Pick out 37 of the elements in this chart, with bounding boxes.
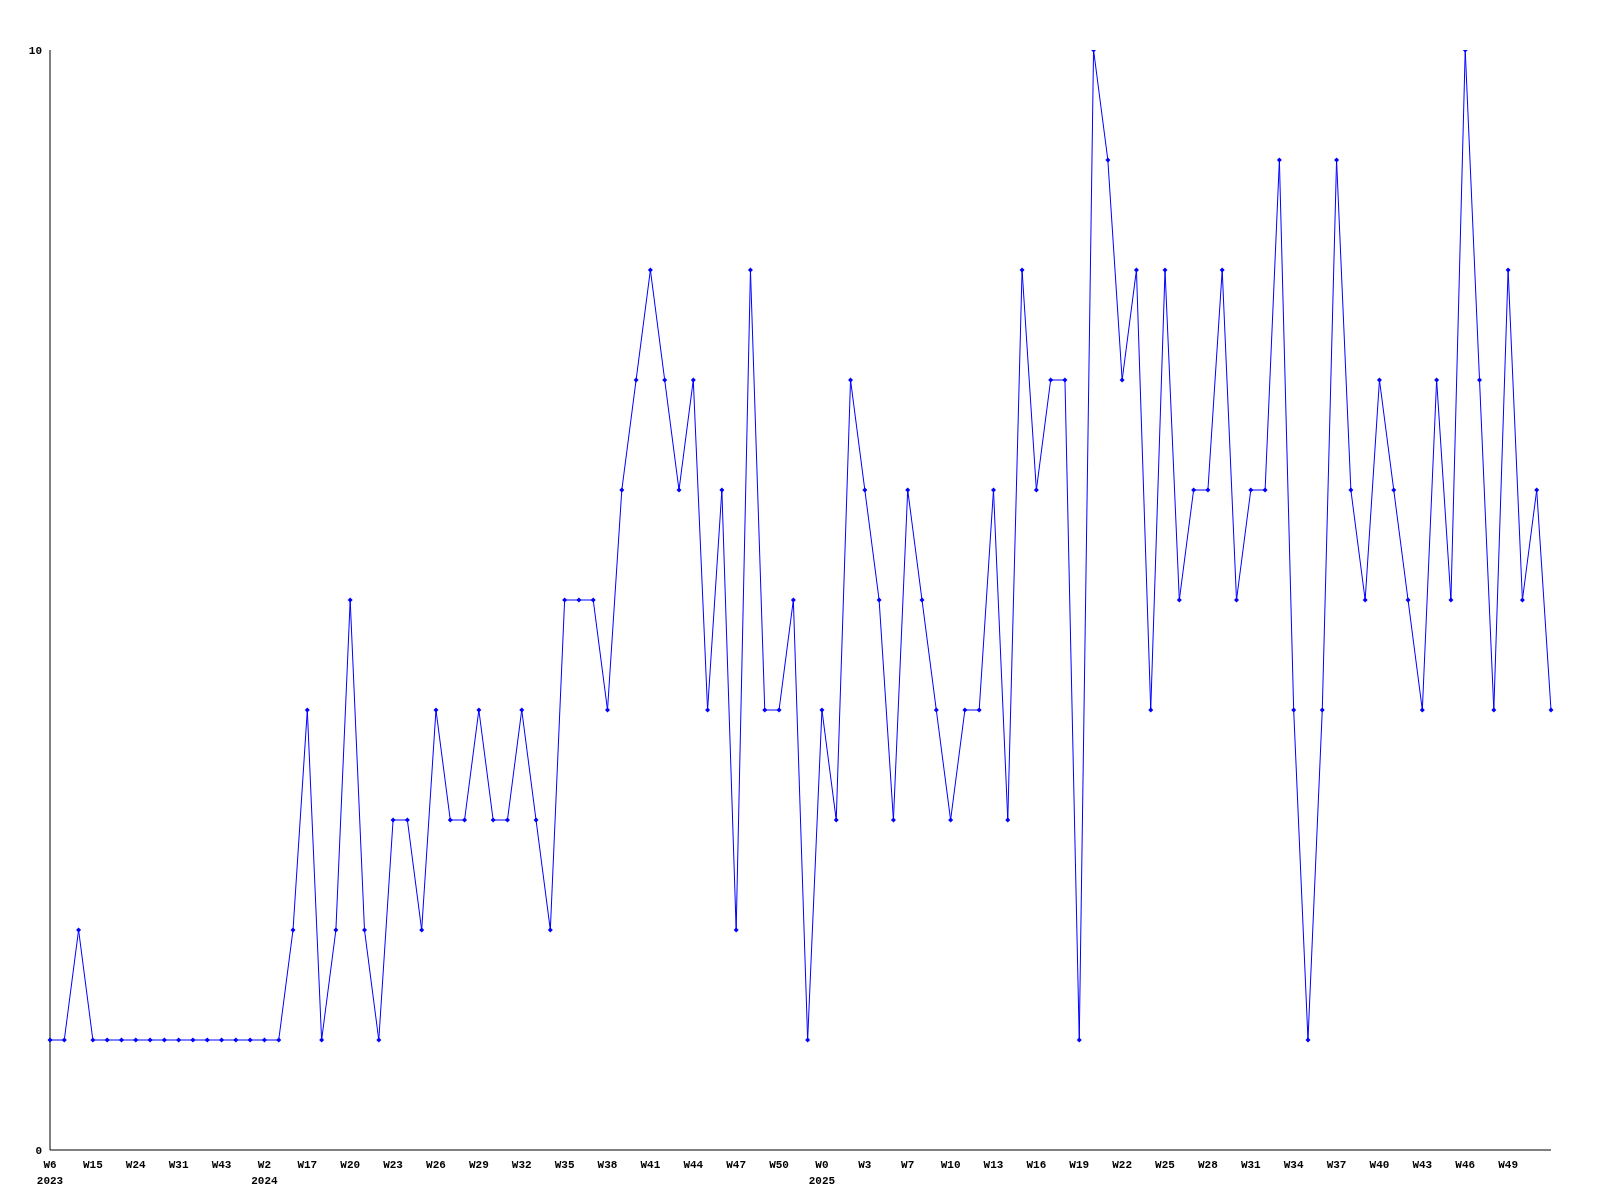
x-tick-label: W28 [1198, 1159, 1219, 1171]
x-tick-label: W7 [901, 1159, 915, 1171]
x-tick-label: W6 2023 [36, 1159, 64, 1187]
x-tick-label: W29 [468, 1159, 489, 1171]
x-tick-label: W23 [383, 1159, 404, 1171]
x-tick-label: W50 [769, 1159, 789, 1171]
x-tick-label: W25 [1155, 1159, 1176, 1171]
x-tick-label: W22 [1112, 1159, 1133, 1171]
x-tick-label: W43 [1412, 1159, 1433, 1171]
x-tick-label: W17 [297, 1159, 318, 1171]
x-tick-label: W43 [211, 1159, 232, 1171]
x-tick-label: W37 [1326, 1159, 1347, 1171]
x-tick-label: W38 [597, 1159, 618, 1171]
x-tick-label: W3 [858, 1159, 872, 1171]
x-tick-label: W10 [940, 1159, 961, 1171]
y-tick-label: 0 [35, 1144, 42, 1157]
x-tick-label: W46 [1455, 1159, 1476, 1171]
x-tick-label: W35 [554, 1159, 575, 1171]
x-tick-label: W2 2024 [251, 1159, 279, 1187]
x-tick-label: W13 [983, 1159, 1004, 1171]
x-tick-label: W32 [511, 1159, 532, 1171]
x-tick-label: W15 [82, 1159, 104, 1171]
x-tick-label: W24 [125, 1159, 147, 1171]
x-tick-label: W26 [426, 1159, 446, 1171]
x-tick-label: W44 [683, 1159, 704, 1171]
x-tick-label: W20 [340, 1159, 361, 1171]
x-tick-label: W49 [1498, 1159, 1519, 1171]
x-tick-label: W41 [640, 1159, 661, 1171]
y-tick-label: 10 [28, 44, 42, 57]
x-tick-label: W47 [726, 1159, 747, 1171]
x-tick-label: W40 [1369, 1159, 1390, 1171]
x-tick-label: W31 [1240, 1159, 1262, 1171]
x-tick-label: W0 2025 [808, 1159, 836, 1187]
x-tick-label: W16 [1026, 1159, 1047, 1171]
x-tick-label: W34 [1283, 1159, 1304, 1171]
x-tick-label: W19 [1069, 1159, 1090, 1171]
x-tick-label: W31 [168, 1159, 189, 1171]
